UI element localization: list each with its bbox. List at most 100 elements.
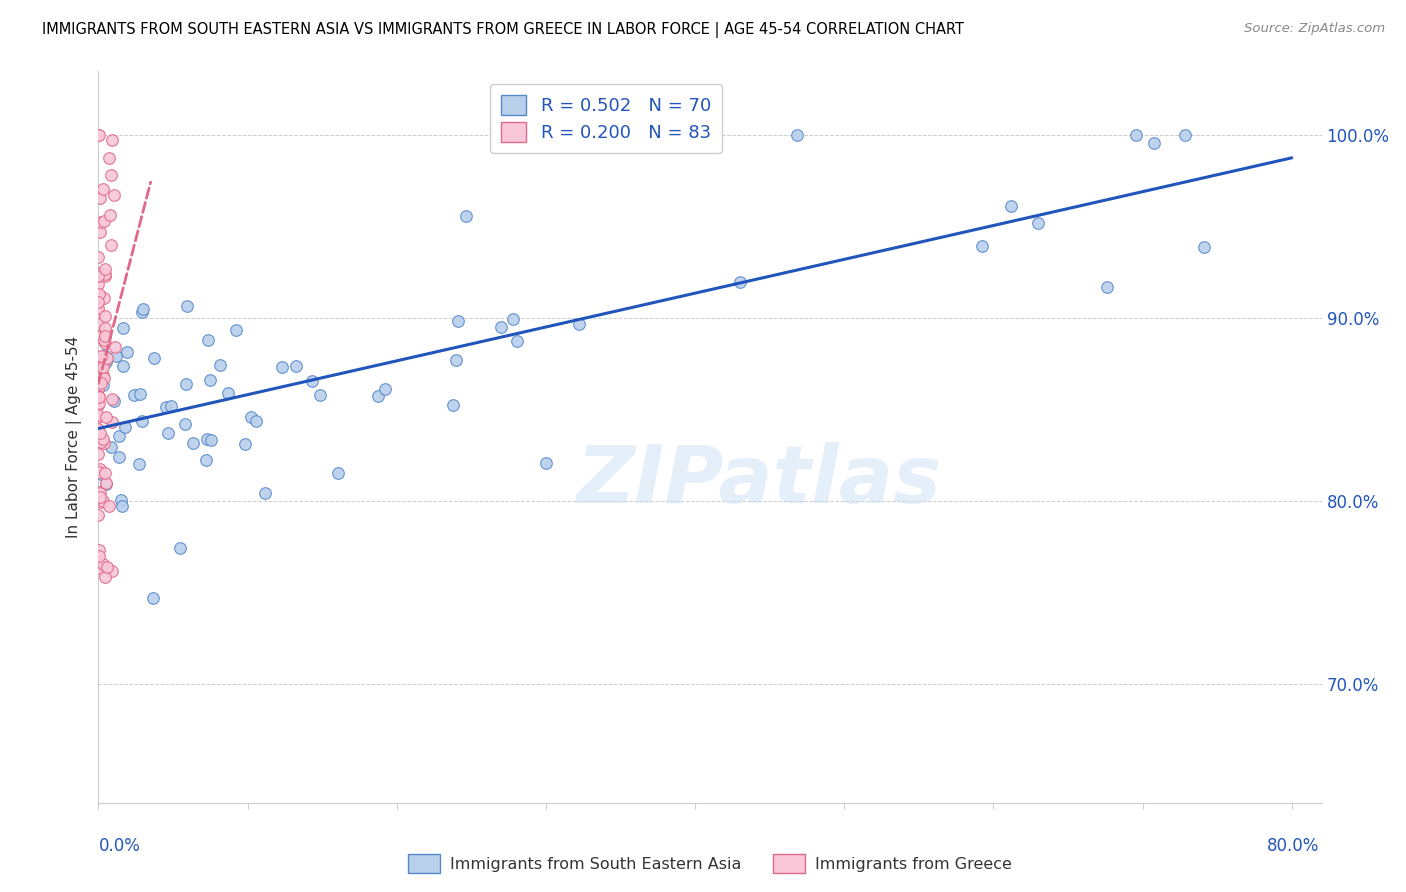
- Point: [200, 433, 222, 447]
- Point: [301, 374, 323, 388]
- Point: [87, 128, 110, 143]
- Point: [87, 317, 110, 331]
- Point: [194, 453, 217, 467]
- Point: [972, 239, 994, 253]
- Point: [94, 352, 117, 367]
- Point: [122, 388, 145, 402]
- Point: [271, 359, 294, 374]
- Point: [93, 182, 115, 196]
- Point: [195, 432, 218, 446]
- Point: [87, 301, 110, 315]
- Point: [107, 450, 129, 464]
- Point: [1028, 216, 1050, 230]
- Point: [107, 429, 129, 443]
- Point: [142, 591, 165, 605]
- Point: [87, 267, 110, 281]
- Legend: Immigrants from South Eastern Asia, Immigrants from Greece: Immigrants from South Eastern Asia, Immi…: [402, 847, 1018, 879]
- Point: [87, 409, 110, 423]
- Point: [284, 359, 307, 374]
- Point: [489, 320, 512, 334]
- Point: [90, 354, 112, 368]
- Point: [155, 400, 177, 414]
- Point: [89, 128, 111, 143]
- Point: [87, 329, 110, 343]
- Point: [94, 354, 117, 368]
- Point: [173, 417, 195, 432]
- Point: [89, 225, 111, 239]
- Point: [91, 377, 114, 392]
- Point: [87, 388, 110, 402]
- Point: [97, 500, 120, 514]
- Point: [104, 340, 127, 354]
- Point: [98, 208, 121, 222]
- Point: [96, 560, 118, 574]
- Point: [105, 349, 128, 363]
- Point: [115, 345, 138, 359]
- Point: [1125, 128, 1147, 143]
- Point: [101, 564, 124, 578]
- Point: [93, 466, 115, 480]
- Point: [98, 151, 121, 165]
- Point: [89, 486, 111, 500]
- Point: [90, 215, 112, 229]
- Point: [111, 499, 134, 513]
- Point: [131, 414, 153, 428]
- Point: [94, 475, 117, 490]
- Point: [101, 416, 124, 430]
- Point: [87, 485, 110, 500]
- Point: [87, 398, 110, 412]
- Point: [111, 321, 134, 335]
- Point: [87, 409, 110, 424]
- Point: [101, 392, 124, 406]
- Point: [100, 440, 122, 454]
- Point: [239, 410, 262, 425]
- Point: [132, 302, 155, 317]
- Point: [87, 383, 110, 397]
- Point: [328, 467, 350, 481]
- Point: [91, 432, 114, 446]
- Point: [87, 396, 110, 410]
- Point: [93, 333, 115, 347]
- Point: [87, 543, 110, 558]
- Point: [235, 437, 257, 451]
- Point: [100, 168, 122, 182]
- Point: [96, 477, 118, 491]
- Point: [94, 321, 117, 335]
- Point: [198, 374, 221, 388]
- Point: [96, 351, 118, 365]
- Point: [505, 334, 527, 348]
- Point: [209, 359, 232, 373]
- Point: [143, 351, 166, 366]
- Point: [90, 376, 112, 391]
- Point: [89, 360, 111, 375]
- Point: [91, 557, 114, 571]
- Point: [93, 436, 115, 450]
- Point: [87, 305, 110, 319]
- Point: [114, 420, 136, 434]
- Point: [93, 371, 115, 385]
- Point: [89, 462, 111, 476]
- Point: [100, 237, 122, 252]
- Point: [90, 495, 112, 509]
- Point: [156, 426, 179, 441]
- Point: [176, 299, 198, 313]
- Point: [89, 465, 111, 479]
- Point: [89, 490, 111, 504]
- Point: [103, 188, 125, 202]
- Point: [1174, 128, 1197, 143]
- Point: [534, 456, 557, 470]
- Point: [728, 275, 751, 289]
- Text: 0.0%: 0.0%: [98, 837, 141, 855]
- Point: [93, 262, 115, 277]
- Point: [169, 541, 191, 555]
- Point: [87, 289, 110, 303]
- Point: [225, 323, 247, 337]
- Point: [446, 353, 468, 368]
- Point: [441, 398, 464, 412]
- Point: [87, 390, 110, 404]
- Point: [87, 294, 110, 309]
- Point: [174, 376, 197, 391]
- Point: [87, 434, 110, 449]
- Point: [197, 333, 219, 347]
- Point: [1097, 279, 1119, 293]
